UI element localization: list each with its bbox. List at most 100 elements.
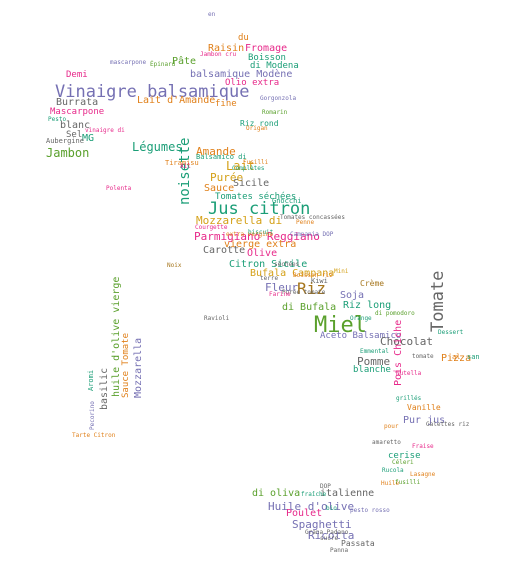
word-68: Ricotta [308,529,355,542]
word-106: biscuit [248,229,274,236]
word-58: basilic [99,367,110,410]
word-122: Ravioli [204,315,230,322]
word-48: Aceto Balsamico [320,331,402,341]
word-111: Polenta [106,185,132,192]
word-42: Fleur [265,281,299,294]
word-31: Jus citron [208,199,311,219]
word-76: Mini [334,268,349,275]
word-69: Huile [381,480,400,487]
word-94: Origan [246,125,268,132]
word-66: Poulet [286,508,323,519]
word-104: tomate [412,353,434,360]
word-46: Miel [314,313,367,338]
word-45: di Bufala [282,302,337,313]
word-7: balsamique Modène [190,69,293,80]
word-8: Olio extra [225,78,280,88]
word-118: pesto rosso [350,507,390,514]
word-22: Légumes [132,140,183,154]
word-88: mascarpone [110,59,147,66]
word-84: Galettes riz [426,421,470,428]
word-35: Carotte [203,245,246,256]
word-32: Mozzarella di [196,214,283,227]
word-62: cerise [388,451,421,461]
word-105: Céleri [392,459,414,466]
word-0: en [208,11,216,18]
word-101: grillés [396,395,422,402]
word-114: amaretto [372,439,401,446]
word-99: Tomates concassées [280,214,346,221]
word-112: Rucola [382,467,404,474]
word-86: Jambon cru [200,51,237,58]
word-77: Boisson riz [293,272,333,279]
word-10: Vinaigre balsamique [55,82,250,102]
word-64: italienne [320,488,375,499]
word-91: Épinard [150,61,176,68]
word-61: Mozzarella [133,337,144,398]
word-17: blanc [60,120,91,131]
word-26: Lait [226,159,255,173]
word-15: Riz rond [240,119,279,128]
word-108: Campania DOP [290,231,334,238]
word-85: Tarte Citron [72,432,116,439]
word-27: Purée [210,171,244,184]
word-1: du [238,33,249,43]
word-54: blanche [353,365,391,375]
word-49: Chocolat [380,335,433,348]
word-121: Noix [167,262,182,269]
word-16: Pesto [48,116,67,123]
word-92: Gorgonzola [260,95,297,102]
word-90: DOP [320,483,331,490]
word-89: Aromi [87,369,95,391]
word-93: Romarin [262,109,288,116]
word-95: Ail [180,163,191,170]
word-103: fraîche [301,491,327,498]
word-78: Purée tomate [282,289,326,296]
word-29: Sauce [204,183,235,194]
word-25: noisette [177,137,193,205]
word-13: fine [215,99,237,109]
word-107: extra vergine [226,231,273,238]
word-34: vierge extra [224,239,297,250]
word-74: Complètes [232,165,265,172]
word-39: Riz [297,279,326,298]
word-98: Pecorino [89,401,96,430]
word-120: Panna [330,547,349,554]
word-56: Vanille [407,403,441,412]
word-33: Parmigiano Reggiano [194,230,320,243]
word-100: Nutella [396,370,422,377]
word-73: Fusilli [243,159,269,166]
word-82: Dessert [438,329,464,336]
word-28: Sicile [233,178,270,189]
word-20: Aubergine [46,137,84,145]
word-115: fusilli [395,479,421,486]
word-12: Lait d'Amande [137,95,216,106]
word-113: Lasagne [410,471,436,478]
word-43: Soja [340,290,365,301]
word-83: Emmental [360,348,389,355]
word-60: Sauce Tomate [121,332,131,398]
word-41: Crème [360,279,385,288]
word-70: Passata [341,539,375,548]
word-109: Orange [350,315,372,322]
word-50: Pizza [441,353,472,364]
word-30: Tomates séchées [215,192,297,202]
word-44: Riz long [343,300,392,311]
word-19: MG [82,133,95,144]
word-97: Penne [296,219,315,226]
word-71: Grana Padano [305,529,349,536]
word-11: Burrata [56,97,99,108]
word-52: san [467,353,480,361]
word-80: terre [260,275,279,282]
word-23: Amande [196,145,236,158]
word-72: Tiramisu [165,159,199,167]
word-21: Jambon [46,146,90,160]
word-47: Tomate [428,270,448,332]
word-3: Fromage [245,43,288,54]
word-57: Pur jus [403,415,446,426]
word-51: al [452,353,461,361]
word-102: pour [384,423,399,430]
word-4: Boisson [248,53,286,63]
word-5: Pâte [172,56,197,67]
word-14: Mascarpone [50,107,105,117]
word-81: di pomodoro [375,310,415,317]
